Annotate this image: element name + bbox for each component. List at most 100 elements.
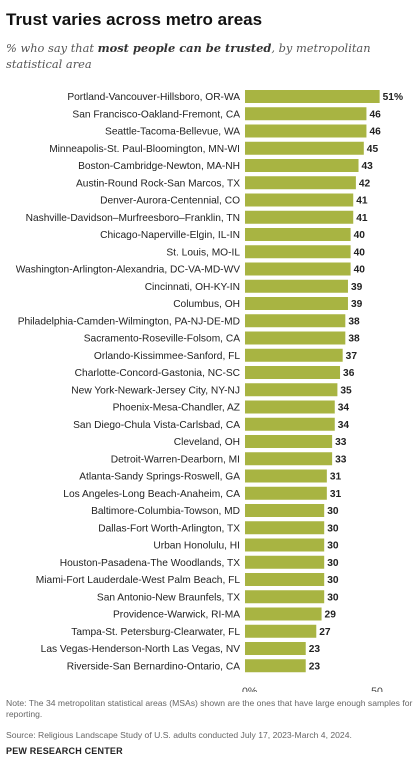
bar bbox=[245, 642, 306, 655]
category-label: San Antonio-New Braunfels, TX bbox=[97, 592, 240, 603]
bar bbox=[245, 90, 380, 103]
bar bbox=[245, 607, 322, 621]
bar bbox=[245, 107, 367, 121]
value-label: 30 bbox=[327, 592, 339, 603]
subtitle-emphasis: most people can be trusted bbox=[97, 41, 272, 55]
category-label: Riverside-San Bernardino-Ontario, CA bbox=[67, 661, 240, 672]
category-label: Baltimore-Columbia-Towson, MD bbox=[91, 506, 240, 517]
value-label: 46 bbox=[369, 109, 381, 120]
category-label: Austin-Round Rock-San Marcos, TX bbox=[76, 178, 240, 189]
bar bbox=[245, 538, 325, 552]
category-label: Atlanta-Sandy Springs-Roswell, GA bbox=[79, 472, 240, 483]
category-label: Providence-Warwick, RI-MA bbox=[113, 610, 240, 621]
category-label: Miami-Fort Lauderdale-West Palm Beach, F… bbox=[36, 575, 241, 586]
bar bbox=[245, 210, 354, 224]
bar bbox=[245, 124, 367, 138]
value-label: 23 bbox=[309, 644, 321, 655]
value-label: 40 bbox=[354, 247, 366, 258]
bar bbox=[245, 228, 351, 241]
subtitle-suffix: , by metropolitan statistical area bbox=[6, 41, 371, 71]
value-label: 33 bbox=[335, 437, 347, 448]
category-label: Urban Honolulu, HI bbox=[153, 541, 240, 552]
chart-note: Note: The 34 metropolitan statistical ar… bbox=[6, 698, 413, 719]
value-label: 23 bbox=[309, 661, 321, 672]
value-label: 38 bbox=[348, 316, 360, 327]
brand-label: PEW RESEARCH CENTER bbox=[6, 746, 123, 756]
subtitle-prefix: % who say that bbox=[6, 41, 98, 55]
bar bbox=[245, 159, 359, 172]
value-label: 27 bbox=[319, 627, 331, 638]
bar bbox=[245, 141, 364, 155]
bar bbox=[245, 245, 351, 259]
value-label: 40 bbox=[354, 230, 366, 241]
bar-chart: Portland-Vancouver-Hillsboro, OR-WA 51% Sa… bbox=[16, 90, 403, 693]
bar bbox=[245, 417, 335, 431]
x-tick-label: 0% bbox=[242, 686, 257, 693]
bar bbox=[245, 297, 348, 310]
category-label: Nashville-Davidson–Murfreesboro–Franklin… bbox=[26, 213, 240, 224]
category-label: Cleveland, OH bbox=[174, 437, 240, 448]
bar bbox=[245, 469, 327, 483]
bar bbox=[245, 366, 341, 379]
category-label: Washington-Arlington-Alexandria, DC-VA-M… bbox=[16, 265, 240, 276]
category-label: Houston-Pasadena-The Woodlands, TX bbox=[60, 558, 240, 569]
value-label: 33 bbox=[335, 454, 347, 465]
value-label: 31 bbox=[330, 489, 342, 500]
category-label: Tampa-St. Petersburg-Clearwater, FL bbox=[71, 627, 240, 638]
x-tick-label: 50 bbox=[371, 686, 383, 693]
value-label: 51% bbox=[383, 92, 403, 103]
bar bbox=[245, 590, 325, 604]
value-label: 42 bbox=[359, 178, 371, 189]
category-label: Columbus, OH bbox=[173, 299, 240, 310]
bar bbox=[245, 348, 343, 362]
bar bbox=[245, 383, 338, 397]
category-label: Chicago-Naperville-Elgin, IL-IN bbox=[100, 230, 240, 241]
category-label: Seattle-Tacoma-Bellevue, WA bbox=[105, 127, 240, 138]
bar bbox=[245, 400, 335, 414]
category-label: Philadelphia-Camden-Wilmington, PA-NJ-DE… bbox=[18, 316, 240, 327]
value-label: 41 bbox=[356, 196, 368, 207]
category-label: Sacramento-Roseville-Folsom, CA bbox=[84, 334, 240, 345]
value-label: 40 bbox=[354, 265, 366, 276]
bar bbox=[245, 521, 325, 535]
bar bbox=[245, 435, 333, 448]
value-label: 30 bbox=[327, 506, 339, 517]
bar bbox=[245, 176, 356, 190]
bar bbox=[245, 193, 354, 207]
value-label: 46 bbox=[369, 127, 381, 138]
category-label: Las Vegas-Henderson-North Las Vegas, NV bbox=[41, 644, 241, 655]
value-label: 37 bbox=[346, 351, 358, 362]
category-label: Los Angeles-Long Beach-Anaheim, CA bbox=[63, 489, 240, 500]
bar bbox=[245, 279, 348, 293]
category-label: Detroit-Warren-Dearborn, MI bbox=[111, 454, 240, 465]
value-label: 30 bbox=[327, 541, 339, 552]
value-label: 43 bbox=[362, 161, 374, 172]
category-label: St. Louis, MO-IL bbox=[166, 247, 240, 258]
value-label: 35 bbox=[340, 385, 352, 396]
bar bbox=[245, 331, 346, 345]
category-label: Boston-Cambridge-Newton, MA-NH bbox=[78, 161, 240, 172]
bar bbox=[245, 659, 306, 673]
category-label: Minneapolis-St. Paul-Bloomington, MN-WI bbox=[49, 144, 240, 155]
value-label: 38 bbox=[348, 334, 360, 345]
bar bbox=[245, 573, 325, 586]
chart-subtitle: % who say that most people can be truste… bbox=[6, 40, 410, 72]
category-label: Orlando-Kissimmee-Sanford, FL bbox=[94, 351, 240, 362]
bar bbox=[245, 555, 325, 569]
category-label: San Diego-Chula Vista-Carlsbad, CA bbox=[73, 420, 240, 431]
category-label: New York-Newark-Jersey City, NY-NJ bbox=[71, 385, 240, 396]
bar bbox=[245, 624, 317, 638]
value-label: 30 bbox=[327, 575, 339, 586]
bar bbox=[245, 452, 333, 466]
category-label: Dallas-Fort Worth-Arlington, TX bbox=[98, 523, 240, 534]
bar bbox=[245, 504, 325, 517]
category-label: Cincinnati, OH-KY-IN bbox=[145, 282, 240, 293]
value-label: 34 bbox=[338, 403, 350, 414]
value-label: 29 bbox=[325, 610, 337, 621]
chart-title: Trust varies across metro areas bbox=[6, 10, 263, 29]
value-label: 31 bbox=[330, 472, 342, 483]
bar bbox=[245, 262, 351, 276]
category-label: San Francisco-Oakland-Fremont, CA bbox=[72, 109, 240, 120]
value-label: 39 bbox=[351, 299, 363, 310]
chart-source: Source: Religious Landscape Study of U.S… bbox=[6, 730, 352, 740]
